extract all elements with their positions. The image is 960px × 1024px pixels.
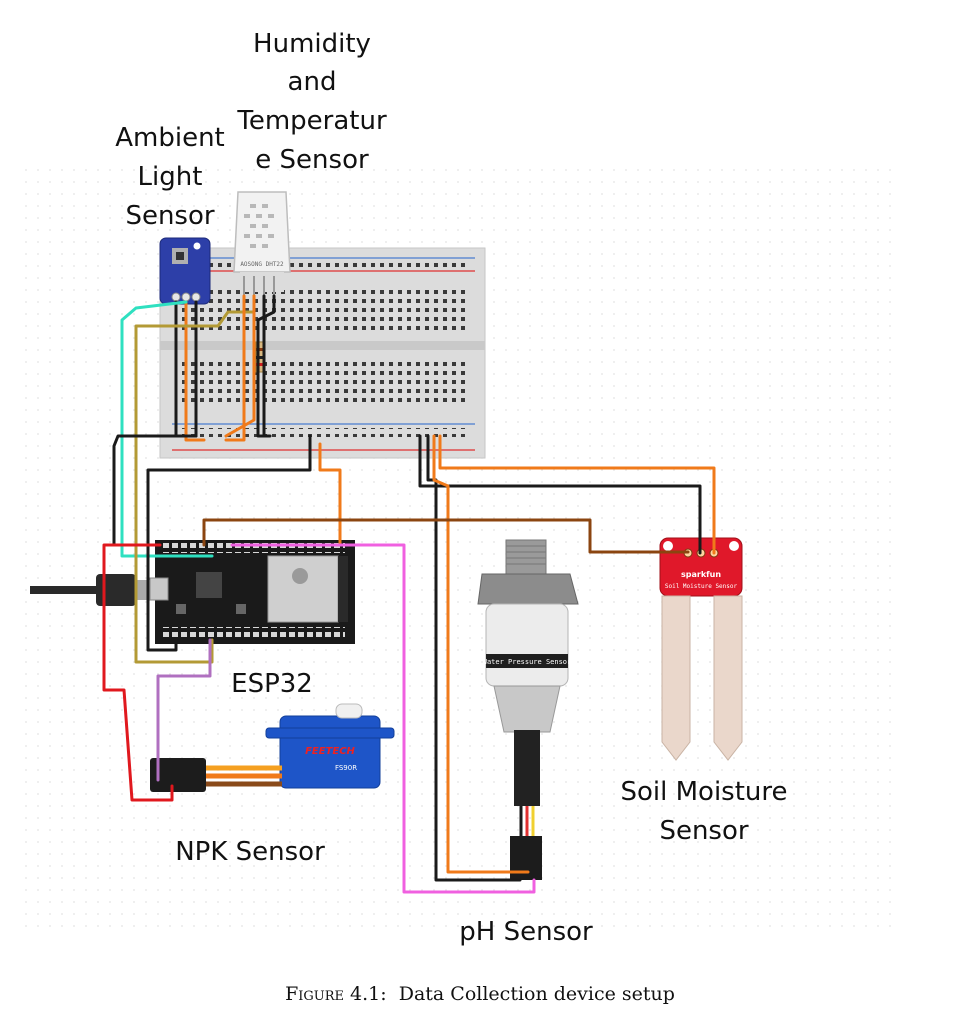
ambient-light-label-line2: Light [138,162,203,192]
figure-caption-text: Data Collection device setup [399,983,675,1005]
ambient-light-sensor [159,237,211,305]
soil-moisture-label-line2: Sensor [659,816,748,846]
servo-brand-text: FEETECH [305,746,355,757]
humidity-sensor-label-line1: Humidity [253,29,371,59]
esp32-label: ESP32 [231,669,313,699]
sparkfun-logo-text: sparkfun [681,570,721,579]
humidity-temperature-sensor: AOSONG DHT22 [233,191,291,296]
servo-model-text: FS90R [335,764,357,772]
soil-sensor-board-text: Soil Moisture Sensor [665,583,738,590]
esp32-board [149,540,355,644]
ambient-light-label-line1: Ambient [115,123,225,153]
humidity-sensor-label-line3: Temperatur [236,106,387,136]
ambient-light-label-line3: Sensor [125,201,214,231]
ph-sensor: Water Pressure Sensor [477,539,579,880]
humidity-sensor-label-line4: e Sensor [255,145,369,175]
dht-marking: AOSONG DHT22 [240,261,284,268]
humidity-sensor-label-line2: and [288,67,337,97]
ph-sensor-label: pH Sensor [459,917,593,947]
breadboard [159,247,486,459]
npk-sensor-label: NPK Sensor [175,837,325,867]
pressure-sensor-text: Water Pressure Sensor [483,658,572,666]
usb-cable [30,574,150,606]
labels: Humidity and Temperatur e Sensor Ambient… [115,29,787,947]
wires [102,294,716,894]
soil-moisture-label-line1: Soil Moisture [620,777,787,807]
figure-caption: Figure 4.1: Data Collection device setup [285,983,675,1005]
npk-sensor: FEETECH FS90R [150,703,395,792]
figure-number: Figure 4.1: [285,983,387,1005]
